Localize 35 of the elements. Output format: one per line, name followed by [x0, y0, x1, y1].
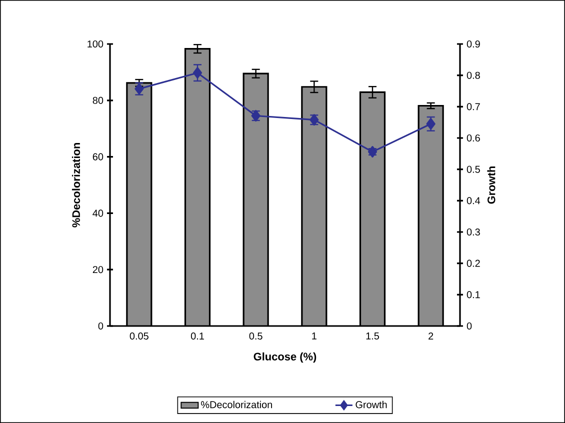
- y2-tick-label: 0.9: [466, 40, 480, 48]
- x-axis-title: Glucose (%): [254, 352, 316, 363]
- bar: [418, 104, 444, 326]
- y2-tick-label: 0.3: [466, 228, 480, 236]
- bar: [126, 82, 152, 326]
- y-tick-label: 100: [88, 40, 104, 48]
- y-tick-label: 20: [92, 266, 104, 274]
- y-tick-label: 60: [92, 153, 104, 160]
- y2-tick-label: 0.8: [466, 72, 480, 79]
- bar: [360, 92, 385, 326]
- x-tick-label: 1.5: [366, 332, 380, 340]
- y2-tick-label: 0.6: [466, 134, 480, 142]
- y2-tick-label: 0.2: [466, 260, 480, 267]
- x-tick-label: 0.1: [190, 332, 204, 340]
- y2-tick-label: 0.5: [466, 166, 480, 173]
- y2-tick-label: 0.7: [466, 103, 480, 110]
- y2-tick-label: 0: [466, 322, 472, 330]
- y-axis-title: %Decolorization: [72, 143, 80, 228]
- bar: [185, 48, 210, 326]
- legend-label: %Decolorization: [201, 400, 272, 408]
- y-tick-label: 40: [92, 210, 104, 217]
- y2-tick-label: 0.1: [466, 291, 480, 298]
- x-tick-label: 0.05: [130, 332, 148, 340]
- bar: [244, 74, 268, 326]
- x-tick-label: 0.5: [249, 332, 262, 340]
- y-tick-label: 0: [98, 322, 104, 330]
- y-tick-label: 80: [92, 96, 104, 104]
- point: [192, 67, 202, 79]
- x-tick-label: 2: [428, 332, 434, 340]
- legend-label: Growth: [356, 400, 387, 408]
- point: [368, 146, 378, 158]
- y2-tick-label: 0.4: [466, 197, 480, 204]
- bar: [302, 86, 326, 326]
- y2-axis-title: Growth: [487, 166, 496, 204]
- x-tick-label: 1: [312, 332, 316, 340]
